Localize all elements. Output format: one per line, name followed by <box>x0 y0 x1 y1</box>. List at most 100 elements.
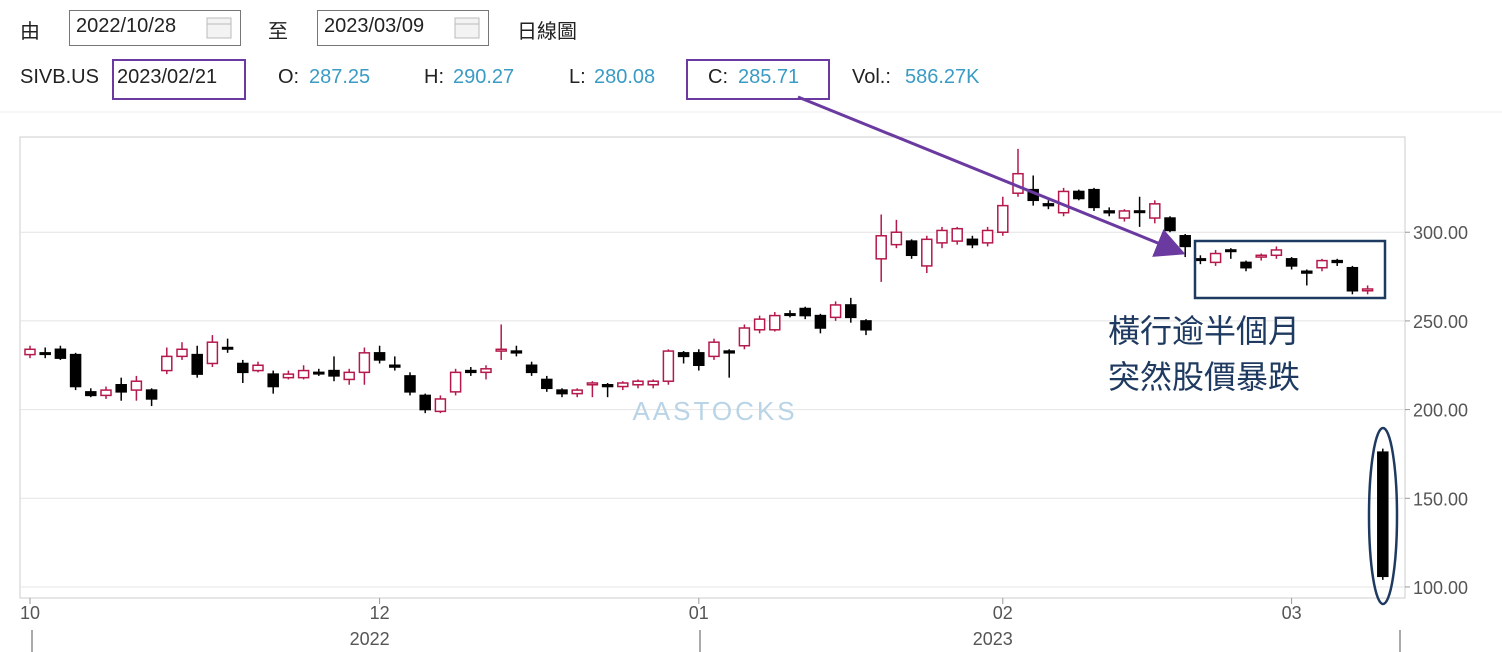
to-label: 至 <box>268 21 288 43</box>
candle-body <box>191 353 203 375</box>
candle-body <box>997 204 1009 233</box>
candle-body <box>860 320 872 331</box>
candle-body <box>221 346 234 350</box>
candle-body <box>1377 451 1389 578</box>
candle-body <box>632 380 644 386</box>
candle-body <box>966 238 979 246</box>
candle-body <box>1103 210 1115 214</box>
candle-body <box>419 394 431 411</box>
year-label: 2022 <box>350 629 390 649</box>
candle-body <box>662 350 675 382</box>
low-label: L: <box>569 66 586 88</box>
candle-body <box>1225 249 1237 253</box>
candle-body <box>1118 210 1131 219</box>
y-tick-label: 300.00 <box>1413 223 1468 243</box>
candle-body <box>1331 259 1343 264</box>
candle-body <box>541 378 553 390</box>
candle-body <box>814 314 827 329</box>
candle-body <box>404 375 416 393</box>
candle-body <box>1255 254 1267 258</box>
candle-body <box>617 382 629 388</box>
candle-body <box>85 391 97 397</box>
high-label: H: <box>424 66 444 88</box>
candle-body <box>389 364 401 368</box>
candle-body <box>145 389 158 400</box>
candle-body <box>1149 203 1161 219</box>
candle-body <box>1361 288 1374 292</box>
candle-body <box>1164 217 1176 232</box>
symbol: SIVB.US <box>20 66 99 88</box>
highlight-ellipse <box>1367 426 1399 606</box>
candle-body <box>525 364 538 374</box>
volume-value: 586.27K <box>905 66 980 88</box>
candle-body <box>328 369 340 377</box>
x-tick-label: 03 <box>1282 603 1302 623</box>
candle-body <box>206 341 219 365</box>
candle-body <box>753 318 766 331</box>
candle-body <box>39 352 51 356</box>
plot-frame <box>19 136 1406 599</box>
candle-body <box>130 380 143 391</box>
from-label: 由 <box>20 21 40 43</box>
candle-body <box>890 231 903 246</box>
annotation: 橫行逾半個月 <box>1108 313 1300 349</box>
candle-body <box>1209 252 1222 264</box>
candle-body <box>69 353 82 388</box>
candle-body <box>434 398 447 413</box>
candle-body <box>313 371 325 375</box>
candle-body <box>495 348 507 352</box>
candle-body <box>1301 270 1313 274</box>
candle-body <box>1194 258 1207 262</box>
candle-body <box>693 352 705 367</box>
open-value: 287.25 <box>309 66 371 88</box>
candle-body <box>510 350 523 354</box>
candle-body <box>723 350 735 354</box>
arrow <box>797 95 1186 257</box>
candle-body <box>282 373 295 379</box>
candle-body <box>100 389 112 397</box>
candle-body <box>373 352 386 361</box>
bar-date: 2023/02/21 <box>117 66 218 88</box>
candle-body <box>677 352 690 358</box>
low-value: 280.08 <box>594 66 656 88</box>
y-tick-label: 250.00 <box>1413 312 1468 332</box>
candle-body <box>1346 266 1359 292</box>
x-tick-label: 10 <box>20 603 40 623</box>
candle-body <box>905 240 918 257</box>
highlight-box <box>1193 239 1387 300</box>
x-tick-label: 01 <box>689 603 709 623</box>
candle-body <box>358 352 371 374</box>
candle-body <box>465 369 477 374</box>
candle-body <box>556 389 568 395</box>
candle-body <box>829 304 842 319</box>
candle-body <box>1285 258 1298 267</box>
open-label: O: <box>278 66 300 88</box>
close-label: C: <box>708 66 728 88</box>
highlight-box <box>112 59 246 100</box>
y-tick-label: 150.00 <box>1413 489 1468 509</box>
candle-body <box>24 348 36 356</box>
candle-body <box>252 364 264 372</box>
candle-body <box>647 380 659 386</box>
y-tick-label: 200.00 <box>1413 401 1468 421</box>
candle-body <box>1270 249 1283 257</box>
candle-body <box>769 314 781 331</box>
calendar-icon[interactable] <box>205 14 233 40</box>
x-tick-label: 02 <box>993 603 1013 623</box>
candle-body <box>738 327 751 347</box>
candle-body <box>267 373 279 388</box>
volume-label: Vol.: <box>852 66 891 88</box>
candle-body <box>708 341 720 358</box>
candle-body <box>176 348 188 358</box>
calendar-icon[interactable] <box>453 14 481 40</box>
candle-body <box>799 307 811 317</box>
chart-kind[interactable]: 日線圖 <box>517 21 577 43</box>
high-value: 290.27 <box>453 66 515 88</box>
candle-body <box>1133 210 1146 214</box>
candle-body <box>936 229 948 244</box>
candle-body <box>480 368 492 374</box>
candle-body <box>297 369 310 379</box>
candle-body <box>921 238 933 267</box>
